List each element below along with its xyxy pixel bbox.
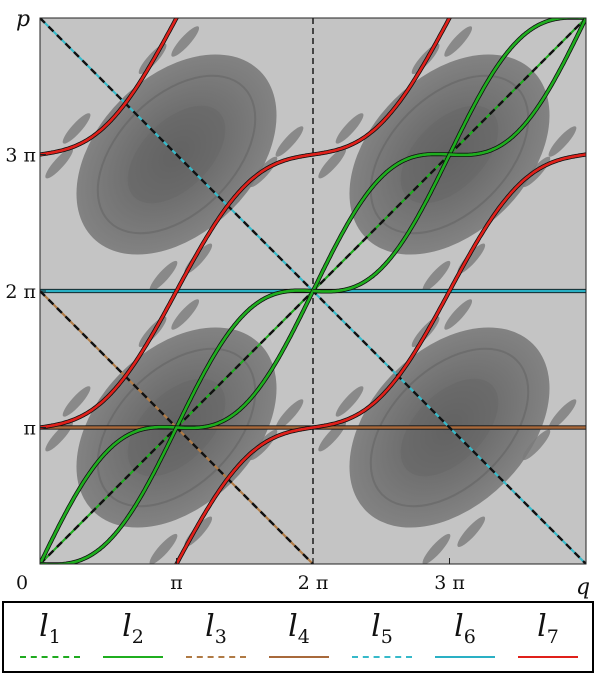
series-l7 [175,153,586,564]
legend-symbol: l [39,609,49,644]
legend-index: 5 [380,626,393,648]
secondary-island [149,260,178,292]
legend-symbol: l [454,609,464,644]
secondary-island [422,533,451,564]
legend-swatch [352,656,412,658]
legend-label: l4 [259,609,339,648]
secondary-island [335,113,364,144]
secondary-island [522,429,551,461]
secondary-island [45,147,74,179]
x-tick-label: π [170,572,183,594]
legend: l1 l2 l3 l4 l5 l6 l7 [2,601,594,673]
legend-swatch [186,656,246,658]
phase-portrait: 0 π 2 π 3 π π 2 π 3 π p q [5,7,590,600]
y-tick-label: 3 π [5,144,36,166]
legend-index: 7 [546,626,559,648]
x-tick-label: 0 [16,572,28,594]
legend-item-l3: l3 [176,603,256,671]
legend-swatch [103,656,163,658]
y-tick-label: 2 π [5,281,36,303]
legend-label: l3 [176,609,256,648]
secondary-island [171,26,200,57]
legend-label: l1 [10,609,90,648]
legend-symbol: l [205,609,215,644]
series-l7 [40,18,451,429]
legend-index: 3 [214,626,227,648]
legend-symbol: l [122,609,132,644]
series-l7 [40,18,178,156]
secondary-island [62,386,91,417]
secondary-island [548,126,577,157]
legend-index: 1 [48,626,61,648]
secondary-island [149,533,178,564]
y-axis-name: p [16,7,30,32]
x-tick-label: 2 π [298,572,329,594]
legend-item-l5: l5 [342,603,422,671]
legend-symbol: l [537,609,547,644]
legend-label: l6 [425,609,505,648]
legend-index: 4 [297,626,310,648]
y-tick-label: π [24,418,37,440]
legend-swatch [20,656,80,658]
series-l2 [312,18,586,293]
secondary-island [457,516,486,548]
secondary-island [275,399,304,430]
x-axis-name: q [576,575,590,600]
legend-item-l2: l2 [93,603,173,671]
legend-label: l7 [508,609,588,648]
legend-symbol: l [288,609,298,644]
legend-index: 2 [131,626,144,648]
secondary-island [275,126,304,157]
phase-plot-svg: 0 π 2 π 3 π π 2 π 3 π p q [5,7,590,600]
legend-item-l1: l1 [10,603,90,671]
secondary-island [444,299,473,330]
secondary-island [62,113,91,144]
legend-swatch [435,656,495,658]
legend-swatch [269,656,329,658]
series-l2 [40,290,315,564]
legend-index: 6 [463,626,476,648]
secondary-island [548,399,577,430]
legend-label: l2 [93,609,173,648]
secondary-island [422,260,451,292]
secondary-island [444,26,473,57]
ticks-layer: 0 π 2 π 3 π π 2 π 3 π [5,144,464,594]
legend-swatch [518,656,578,658]
secondary-island [335,386,364,417]
legend-item-l6: l6 [425,603,505,671]
secondary-island [318,147,347,179]
legend-item-l7: l7 [508,603,588,671]
legend-item-l4: l4 [259,603,339,671]
legend-label: l5 [342,609,422,648]
secondary-island [171,299,200,330]
legend-symbol: l [371,609,381,644]
x-tick-label: 3 π [434,572,465,594]
curves-layer [40,18,586,564]
